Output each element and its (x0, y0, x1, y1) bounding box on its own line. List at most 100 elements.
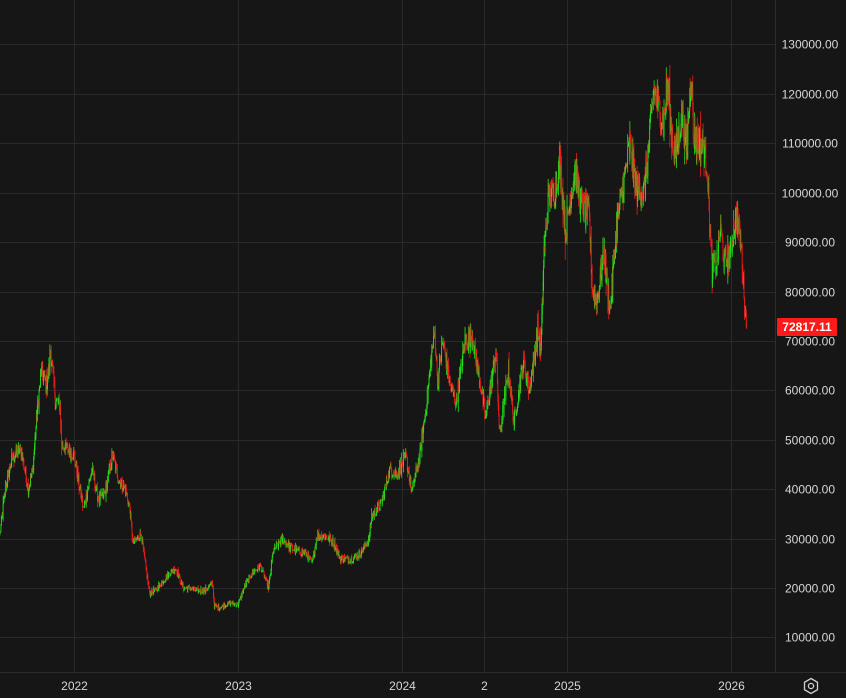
candle-down (641, 192, 642, 208)
candle-body (405, 452, 407, 458)
candle-down (638, 171, 639, 187)
candle-body (506, 380, 508, 382)
candle-up (554, 198, 556, 207)
candle-body (628, 143, 629, 146)
candle-down (144, 551, 146, 559)
candle-down (52, 359, 53, 366)
candle-up (682, 114, 683, 128)
candle-down (484, 397, 486, 420)
candle-body (109, 466, 111, 470)
candle-down (694, 116, 696, 146)
candle-down (344, 553, 345, 563)
candle-body (177, 574, 178, 576)
candle-up (329, 536, 331, 543)
candle-body (134, 537, 136, 543)
candle-up (442, 337, 444, 346)
candle-up (28, 487, 30, 492)
candle-up (526, 373, 527, 387)
candle-body (664, 110, 665, 112)
candle-up (115, 461, 117, 474)
candle-body (83, 506, 85, 508)
candle-down (411, 486, 413, 492)
candle-up (89, 477, 91, 482)
candle-up (743, 271, 744, 289)
candle-body (40, 371, 42, 374)
candle-down (565, 231, 567, 241)
candle-up (58, 394, 60, 403)
candle-body (612, 264, 614, 268)
candle-body (124, 486, 126, 488)
candle-body (652, 91, 654, 103)
candle-body (58, 396, 60, 401)
candle-up (242, 589, 244, 593)
candle-down (258, 567, 260, 571)
candle-down (669, 64, 671, 148)
candle-body (738, 228, 740, 230)
candle-down (724, 246, 726, 255)
candle-body (720, 218, 722, 228)
candle-up (221, 606, 222, 608)
candle-down (483, 394, 485, 399)
candle-down (549, 181, 551, 208)
candle-down (6, 483, 8, 488)
candle-up (730, 236, 731, 258)
candle-body (685, 125, 687, 133)
candle-body (13, 452, 14, 459)
candle-down (410, 476, 412, 494)
candle-down (581, 189, 583, 198)
candle-down (172, 568, 173, 574)
candle-body (288, 541, 289, 544)
candle-up (418, 453, 420, 468)
candle-up (328, 536, 329, 542)
candle-up (168, 571, 170, 574)
candle-body (718, 233, 720, 240)
candle-body (340, 557, 342, 563)
candle-body (739, 226, 741, 248)
candle-body (470, 338, 472, 340)
candle-down (136, 536, 137, 540)
candle-body (390, 464, 392, 469)
candle-down (345, 556, 347, 559)
candle-down (692, 101, 694, 146)
candle-up (521, 365, 523, 370)
candle-down (66, 443, 67, 450)
candle-down (655, 88, 657, 108)
candle-up (540, 342, 542, 356)
candle-body (451, 384, 453, 389)
candle-down (38, 398, 40, 408)
candle-body (398, 470, 400, 476)
candle-body (110, 462, 111, 470)
candle-up (0, 523, 2, 533)
candle-body (101, 491, 102, 494)
candle-up (169, 574, 171, 577)
candle-down (132, 540, 134, 543)
candle-up (370, 521, 372, 529)
candle-down (722, 256, 724, 263)
candle-up (163, 581, 165, 583)
candle-up (208, 584, 209, 589)
candle-body (111, 452, 113, 454)
candle-down (37, 399, 39, 401)
candle-body (322, 536, 324, 539)
candle-body (436, 357, 438, 373)
candle-down (186, 586, 188, 589)
candle-up (637, 174, 639, 201)
candle-down (672, 140, 674, 156)
candle-body (178, 576, 180, 579)
candle-body (452, 384, 453, 390)
candle-down (337, 545, 339, 559)
candle-down (173, 570, 174, 573)
candle-body (154, 590, 155, 592)
candle-body (359, 555, 361, 557)
candle-body (53, 383, 55, 385)
candle-up (616, 211, 617, 253)
candle-down (325, 534, 327, 537)
candle-body (201, 592, 203, 594)
candle-down (718, 230, 720, 242)
candle-body (508, 361, 510, 380)
candle-up (735, 206, 737, 216)
candle-down (64, 448, 66, 454)
candle-body (670, 107, 672, 127)
